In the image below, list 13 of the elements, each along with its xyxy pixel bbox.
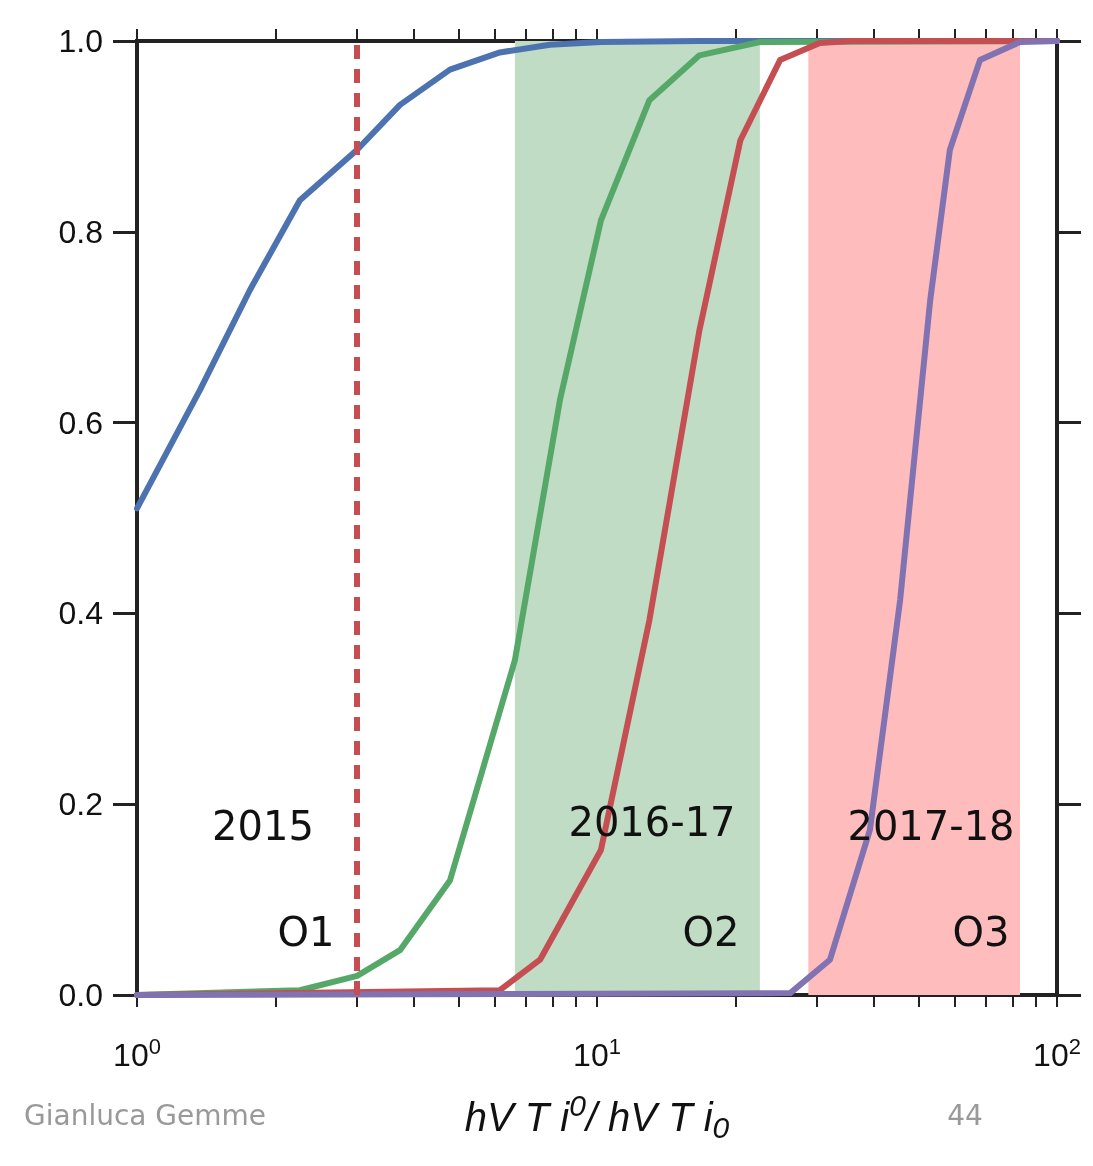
y-tick-label: 1.0 (58, 23, 103, 59)
annotation: 2015 (212, 803, 314, 849)
y-tick-label: 0.2 (58, 786, 103, 823)
annotation: O1 (277, 909, 335, 955)
annotation: O3 (952, 909, 1010, 955)
text: Gianluca Gemme (24, 1098, 267, 1132)
y-tick-label: 0.8 (58, 213, 103, 250)
text: 44 (947, 1098, 983, 1132)
annotation: O2 (682, 909, 740, 955)
y-tick-label: 0.0 (58, 977, 103, 1013)
y-tick-label: 0.4 (58, 595, 103, 632)
y-tick-label: 0.6 (58, 404, 103, 441)
annotation: 2017-18 (847, 803, 1015, 849)
